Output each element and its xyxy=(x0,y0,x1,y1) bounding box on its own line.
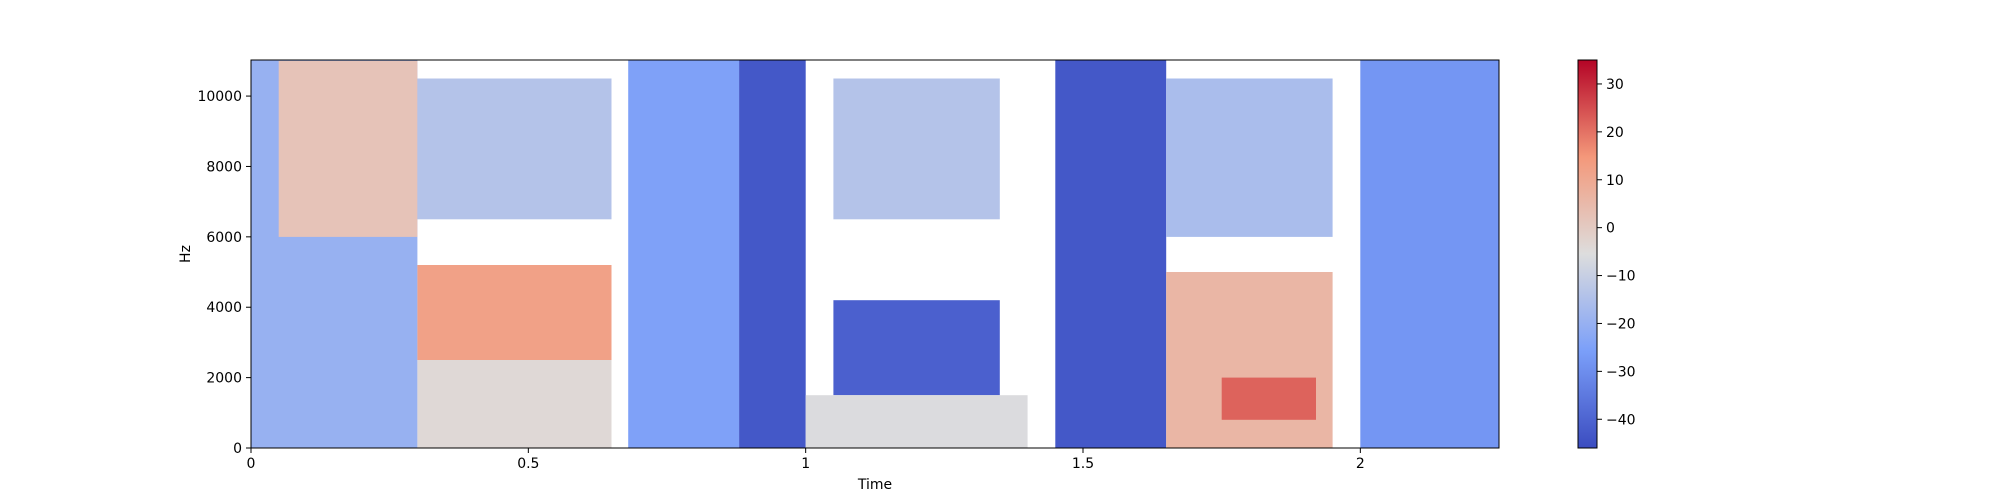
y-tick-label-2: 4000 xyxy=(206,300,242,316)
heatmap-cell-14 xyxy=(1360,60,1499,448)
colorbar-tick-label-4: −10 xyxy=(1606,269,1636,285)
y-tick-label-4: 8000 xyxy=(206,159,242,175)
heatmap-cell-1 xyxy=(278,60,418,237)
colorbar-tick-label-3: 0 xyxy=(1606,221,1615,237)
colorbar-tick-label-5: −20 xyxy=(1606,316,1636,332)
heatmap-cell-10 xyxy=(1055,60,1167,448)
heatmap-cell-11 xyxy=(1166,78,1333,237)
heatmap-cell-12 xyxy=(1166,272,1333,448)
heatmap-cell-2 xyxy=(417,78,612,220)
colorbar-tick-label-1: 20 xyxy=(1606,125,1624,141)
x-tick-label-4: 2 xyxy=(1356,456,1365,472)
heatmap-cell-9 xyxy=(805,395,1028,448)
colorbar-tick-label-6: −30 xyxy=(1606,364,1636,380)
colorbar xyxy=(1577,59,1598,449)
x-axis-ticks: 0 0.5 1 1.5 2 xyxy=(247,448,1365,472)
colorbar-tick-label-0: 30 xyxy=(1606,77,1624,93)
heatmap-cell-7 xyxy=(833,78,1000,220)
heatmap-cell-4 xyxy=(417,360,612,448)
heatmap-cell-8 xyxy=(833,300,1000,396)
plot-frame xyxy=(250,59,1500,449)
heatmap-cell-6 xyxy=(739,60,806,448)
y-axis-label: Hz xyxy=(178,245,194,263)
y-tick-label-5: 10000 xyxy=(197,89,242,105)
heatmap-cell-3 xyxy=(417,265,612,360)
colorbar-tick-label-2: 10 xyxy=(1606,173,1624,189)
x-tick-label-3: 1.5 xyxy=(1072,456,1094,472)
y-tick-label-1: 2000 xyxy=(206,371,242,387)
heatmap-cell-5 xyxy=(628,60,740,448)
x-tick-label-0: 0 xyxy=(247,456,256,472)
x-tick-label-1: 0.5 xyxy=(517,456,539,472)
x-axis-label: Time xyxy=(857,477,892,493)
y-tick-label-0: 0 xyxy=(233,441,242,457)
spectrogram-heatmap xyxy=(251,60,1499,448)
heatmap-cell-13 xyxy=(1221,377,1316,420)
x-tick-label-2: 1 xyxy=(801,456,810,472)
y-tick-label-3: 6000 xyxy=(206,230,242,246)
colorbar-tick-label-7: −40 xyxy=(1606,412,1636,428)
colorbar-ticks: 30 20 10 0 −10 −20 −30 −40 xyxy=(1597,77,1636,428)
y-axis-ticks: 0 2000 4000 6000 8000 10000 xyxy=(197,89,251,457)
